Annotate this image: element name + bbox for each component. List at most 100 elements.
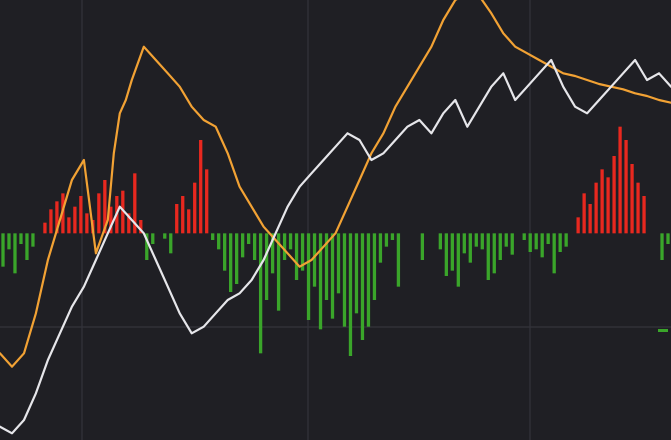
histogram-bar-negative [366,233,371,327]
histogram-bar-negative [300,233,305,271]
histogram-bar-negative [306,233,311,320]
histogram-bar-positive [576,217,580,234]
histogram-bar-negative [438,233,442,250]
histogram-bar-negative [522,233,526,240]
histogram-bar-negative [456,233,460,287]
histogram-bar-positive [175,204,179,234]
histogram-bar-negative [552,233,556,274]
histogram-bar-negative [348,233,353,356]
histogram-bar-negative [211,233,215,240]
histogram-bar-negative [378,233,383,263]
histogram-bar-positive [79,196,83,234]
histogram-bar-negative [252,233,257,260]
histogram-bar-negative [546,233,550,244]
histogram-bar-negative [528,233,532,252]
histogram-bar-negative [540,233,544,258]
histogram-bar-negative [342,233,347,327]
histogram-bar-negative [336,233,341,294]
histogram-bar-positive [642,196,646,234]
histogram-bar-negative [324,233,329,300]
histogram-bar-negative [264,233,269,300]
histogram-bar-negative [13,233,17,274]
histogram-bar-negative [492,233,496,274]
histogram-bar-positive [594,182,598,234]
histogram-bar-negative [660,233,664,260]
histogram-bar-negative [330,233,335,319]
histogram-bar-negative [229,233,233,292]
histogram-bar-positive [43,222,47,234]
histogram-bar-negative [444,233,448,276]
histogram-bar-negative [288,233,293,250]
histogram-bar-positive [97,193,101,234]
histogram-bar-positive [109,206,113,234]
histogram-bar-negative [240,233,245,258]
histogram-bar-positive [85,213,89,234]
histogram-bar-positive [205,169,209,234]
histogram-bar-positive [121,190,125,234]
histogram-bar-negative [396,233,401,287]
histogram-bar-negative [468,233,472,263]
histogram-bar-negative [486,233,490,280]
histogram-bar-negative [276,233,281,311]
histogram-bar-positive [588,204,592,234]
histogram-bar-negative [246,233,251,244]
histogram-bars [1,126,670,356]
histogram-bar-positive [630,164,634,234]
histogram-bar-positive [181,196,185,234]
series-line-orange [0,0,671,368]
histogram-bar-negative [163,233,167,239]
histogram-bar-positive [139,220,143,234]
histogram-bar-negative [169,233,173,254]
histogram-bar-negative [420,233,425,260]
histogram-bar-positive [49,209,53,234]
histogram-bar-positive [103,180,107,234]
histogram-bar-negative [312,233,317,287]
histogram-bar-positive [606,177,610,234]
histogram-bar-negative [474,233,478,247]
histogram-bar-negative [450,233,454,271]
histogram-bar-positive [600,169,604,234]
histogram-bar-negative [384,233,389,247]
histogram-bar-positive [199,140,203,234]
histogram-bar-negative [564,233,568,247]
histogram-bar-negative [282,233,287,260]
histogram-bar-positive [618,126,622,234]
histogram-bar-positive [582,193,586,234]
histogram-bar-negative [19,233,23,244]
histogram-bar-negative [234,233,239,284]
histogram-bar-negative [504,233,508,247]
histogram-bar-negative [223,233,227,271]
histogram-bar-positive [133,173,137,234]
histogram-bar-negative [390,233,395,240]
histogram-bar-positive [73,206,77,234]
histogram-bar-positive [612,156,616,234]
histogram-bar-negative [534,233,538,250]
histogram-bar-positive [67,217,71,234]
histogram-bar-negative [558,233,562,252]
histogram-bar-negative [354,233,359,314]
histogram-bar-positive [187,209,191,234]
histogram-bar-negative [1,233,5,267]
histogram-bar-positive [55,201,59,234]
histogram-bar-negative [217,233,221,250]
histogram-bar-negative [666,233,670,244]
histogram-bar-negative [145,233,149,260]
histogram-bar-negative [498,233,502,260]
histogram-bar-negative [462,233,466,254]
histogram-bar-negative [318,233,323,330]
histogram-bar-negative [480,233,484,250]
histogram-bar-positive [193,182,197,234]
histogram-bar-positive [636,182,640,234]
histogram-bar-positive [127,213,131,234]
histogram-bar-negative [7,233,11,250]
histogram-bar-negative [294,233,299,280]
histogram-bar-negative [151,233,155,244]
histogram-bar-positive [624,140,628,234]
series-line-white [0,58,671,435]
histogram-bar-negative [372,233,377,300]
histogram-bar-negative [360,233,365,340]
histogram-bar-negative [31,233,35,247]
